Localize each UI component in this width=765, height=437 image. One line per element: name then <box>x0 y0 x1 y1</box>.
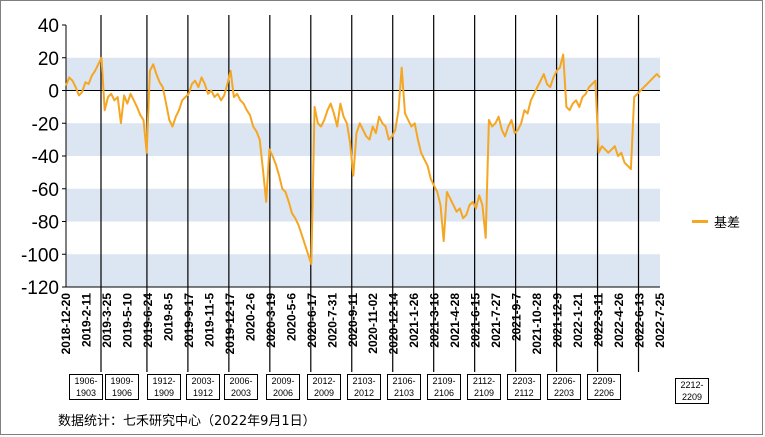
x-tick-label: 2021-12-9 <box>551 293 565 348</box>
contract-label-text: 2109- 2106 <box>432 376 456 398</box>
x-tick-label: 2019-8-5 <box>161 293 175 341</box>
x-tick-label: 2019-12-17 <box>223 293 237 355</box>
contract-label-text: 2212- 2209 <box>680 380 704 402</box>
contract-label: 2003- 1912 <box>186 374 220 400</box>
contract-label: 1909- 1906 <box>105 374 139 400</box>
contract-label-text: 1912- 1909 <box>152 376 176 398</box>
y-tick-label: -40 <box>32 147 59 168</box>
x-tick-label: 2019-3-25 <box>100 293 114 348</box>
legend-label: 基差 <box>714 215 741 230</box>
x-tick-label: 2021-10-28 <box>530 293 544 355</box>
contract-label: 2209- 2206 <box>587 374 621 400</box>
contract-label: 2109- 2106 <box>427 374 461 400</box>
y-tick-label: -100 <box>21 245 59 266</box>
x-tick-label: 2021-7-27 <box>489 293 503 348</box>
x-tick-label: 2021-4-28 <box>448 293 462 348</box>
contract-label-text: 1906- 1903 <box>74 376 98 398</box>
x-tick-label: 2022-4-26 <box>612 293 626 348</box>
x-tick-label: 2020-5-6 <box>284 293 298 341</box>
contract-label-text: 2103- 2012 <box>352 376 376 398</box>
contract-label: 2212- 2209 <box>675 378 709 404</box>
x-tick-label: 2019-6-24 <box>141 293 155 348</box>
contract-label-text: 2003- 1912 <box>191 376 215 398</box>
band <box>66 188 660 222</box>
x-tick-label: 2020-11-02 <box>366 293 380 354</box>
x-tick-label: 2021-1-26 <box>407 293 421 348</box>
contract-label-text: 2203- 2112 <box>512 376 536 398</box>
band <box>66 254 660 287</box>
x-tick-label: 2020-6-17 <box>305 293 319 348</box>
y-tick-label: -60 <box>32 180 59 201</box>
y-tick-label: 0 <box>48 82 59 103</box>
x-tick-label: 2019-9-17 <box>182 293 196 348</box>
contract-label: 2006- 2003 <box>224 374 258 400</box>
contract-label: 1906- 1903 <box>69 374 103 400</box>
x-tick-label: 2021-6-15 <box>469 293 483 348</box>
x-tick-label: 2020-3-19 <box>264 293 278 348</box>
y-tick-label: -120 <box>21 278 59 299</box>
x-tick-label: 2020-12-14 <box>387 293 401 355</box>
contract-label: 2009- 2006 <box>266 374 300 400</box>
x-tick-label: 2022-3-11 <box>592 293 606 347</box>
contract-label-text: 2112- 2109 <box>472 376 496 398</box>
y-tick-label: -20 <box>32 114 59 135</box>
legend: 基差 <box>692 212 740 231</box>
contract-label: 2203- 2112 <box>507 374 541 400</box>
series-line-basis <box>65 53 661 266</box>
x-tick-label: 2022-6-13 <box>633 293 647 348</box>
x-tick-label: 2019-11-5 <box>202 293 216 347</box>
contract-label-text: 2009- 2006 <box>271 376 295 398</box>
contract-label-text: 1909- 1906 <box>110 376 134 398</box>
y-tick-label: 20 <box>38 49 59 70</box>
contract-label-text: 2006- 2003 <box>229 376 253 398</box>
x-tick-label: 2019-2-11 <box>79 293 93 347</box>
contract-label: 2103- 2012 <box>347 374 381 400</box>
x-tick-label: 2019-5-10 <box>120 293 134 348</box>
contract-label: 2206- 2203 <box>547 374 581 400</box>
contract-label-text: 2012- 2009 <box>312 376 336 398</box>
contract-label: 1912- 1909 <box>147 374 181 400</box>
x-tick-label: 2022-7-25 <box>653 293 667 348</box>
contract-label: 2106- 2103 <box>387 374 421 400</box>
y-tick-label: 40 <box>38 16 59 37</box>
band <box>66 57 660 91</box>
contract-label-text: 2209- 2206 <box>592 376 616 398</box>
x-tick-label: 2021-9-7 <box>510 293 524 341</box>
x-tick-label: 2018-12-20 <box>59 293 73 355</box>
contract-label-text: 2106- 2103 <box>392 376 416 398</box>
contract-label: 2112- 2109 <box>467 374 501 400</box>
contract-label-text: 2206- 2203 <box>552 376 576 398</box>
y-tick-label: -80 <box>32 213 59 234</box>
contract-label: 2012- 2009 <box>307 374 341 400</box>
x-tick-label: 2020-2-6 <box>243 293 257 341</box>
x-tick-label: 2021-3-16 <box>428 293 442 348</box>
legend-swatch <box>692 220 708 223</box>
x-tick-label: 2020-9-11 <box>346 293 360 347</box>
source-note: 数据统计：七禾研究中心（2022年9月1日） <box>58 414 316 429</box>
x-tick-label: 2020-7-31 <box>325 293 339 348</box>
x-tick-label: 2022-1-21 <box>571 293 585 348</box>
